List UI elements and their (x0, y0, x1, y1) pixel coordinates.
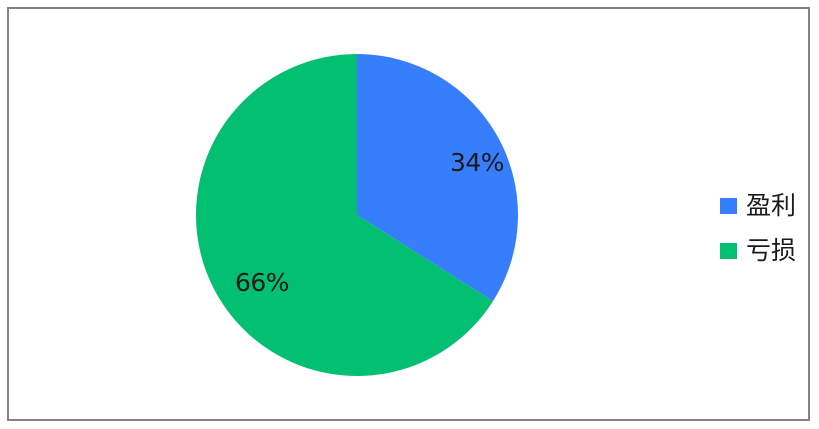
chart-legend: 盈利 亏损 (720, 183, 815, 273)
pie-slice-value-label-profit: 34% (450, 148, 505, 177)
pie-chart-svg (196, 54, 519, 377)
legend-swatch-profit-icon (720, 197, 737, 214)
pie-chart-plot-area: 34% 66% 盈利 亏损 (9, 9, 808, 419)
legend-item-loss[interactable]: 亏损 (720, 228, 815, 273)
pie-slice-value-label-loss: 66% (235, 268, 290, 297)
legend-item-profit[interactable]: 盈利 (720, 183, 815, 228)
pie-slice-loss[interactable] (196, 54, 493, 377)
legend-label-profit: 盈利 (746, 191, 797, 220)
legend-label-loss: 亏损 (746, 236, 797, 265)
legend-swatch-loss-icon (720, 242, 737, 259)
pie-slice-profit[interactable] (357, 54, 519, 302)
chart-frame: 34% 66% 盈利 亏损 (7, 7, 810, 421)
